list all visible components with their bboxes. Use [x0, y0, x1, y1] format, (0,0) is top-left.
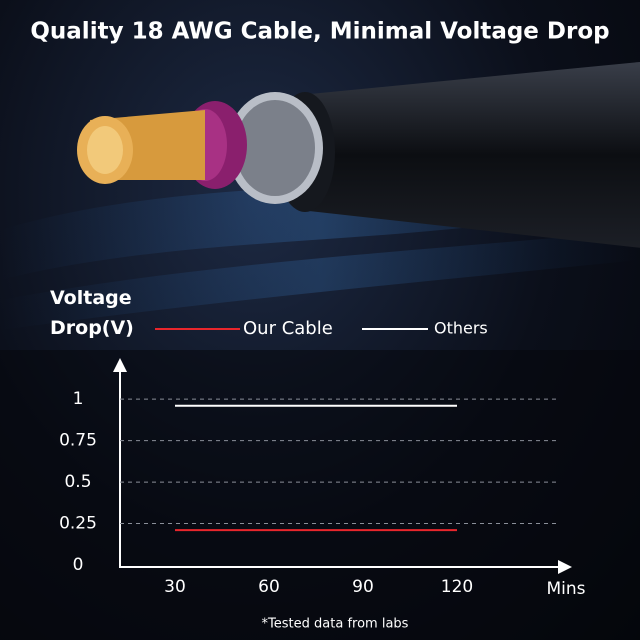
x-axis-title: Mins	[546, 579, 585, 599]
y-axis-title: Voltage Drop(V)	[50, 287, 134, 339]
x-tick-label: 30	[164, 577, 186, 597]
x-tick-label: 60	[258, 577, 280, 597]
x-tick-label: 90	[352, 577, 374, 597]
y-tick-label: 0	[73, 555, 84, 575]
y-tick-label: 1	[73, 389, 84, 409]
y-axis-arrow	[113, 358, 127, 372]
footnote: *Tested data from labs	[262, 617, 409, 632]
y-tick-label: 0.5	[64, 472, 91, 492]
legend-label: Others	[434, 319, 488, 338]
axes	[113, 358, 572, 574]
cable-illustration	[77, 61, 640, 248]
x-tick-label: 120	[441, 577, 473, 597]
title: Quality 18 AWG Cable, Minimal Voltage Dr…	[30, 19, 609, 45]
legend-label: Our Cable	[243, 318, 333, 339]
y-tick-label: 0.25	[59, 514, 97, 534]
x-axis-arrow	[558, 560, 572, 574]
y-tick-label: 0.75	[59, 431, 97, 451]
